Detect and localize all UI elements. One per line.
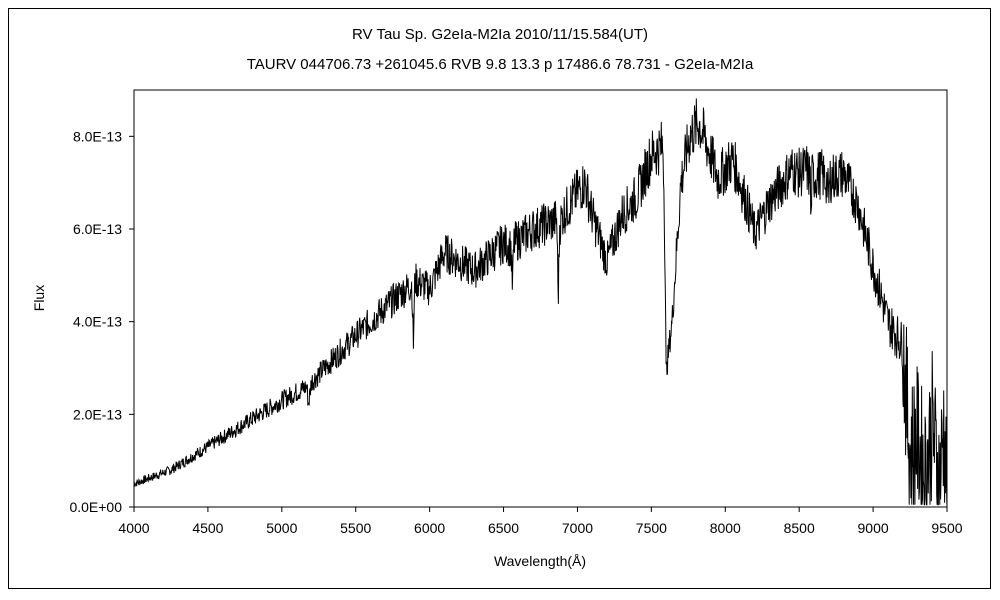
x-tick-label: 8000 [710, 520, 741, 536]
x-tick-label: 9000 [858, 520, 889, 536]
x-tick-label: 6000 [414, 520, 445, 536]
plot-area [133, 89, 948, 508]
x-tick-label: 5000 [266, 520, 297, 536]
x-axis-label: Wavelength(Å) [494, 553, 586, 569]
chart-frame [8, 8, 991, 589]
x-tick-label: 5500 [340, 520, 371, 536]
y-axis-label: Flux [31, 285, 47, 311]
y-tick-label: 0.0E+00 [69, 499, 122, 515]
x-tick-label: 7500 [636, 520, 667, 536]
x-tick-label: 4500 [192, 520, 223, 536]
y-tick-label: 4.0E-13 [73, 314, 122, 330]
chart-subtitle: TAURV 044706.73 +261045.6 RVB 9.8 13.3 p… [246, 56, 754, 73]
y-tick-label: 2.0E-13 [73, 406, 122, 422]
spectrum-line [133, 98, 948, 506]
y-tick-label: 6.0E-13 [73, 221, 122, 237]
x-tick-label: 8500 [784, 520, 815, 536]
x-tick-label: 6500 [488, 520, 519, 536]
x-tick-label: 4000 [118, 520, 149, 536]
x-tick-label: 9500 [931, 520, 962, 536]
x-tick-label: 7000 [562, 520, 593, 536]
y-tick-label: 8.0E-13 [73, 128, 122, 144]
chart-title: RV Tau Sp. G2eIa-M2Ia 2010/11/15.584(UT) [351, 26, 648, 43]
